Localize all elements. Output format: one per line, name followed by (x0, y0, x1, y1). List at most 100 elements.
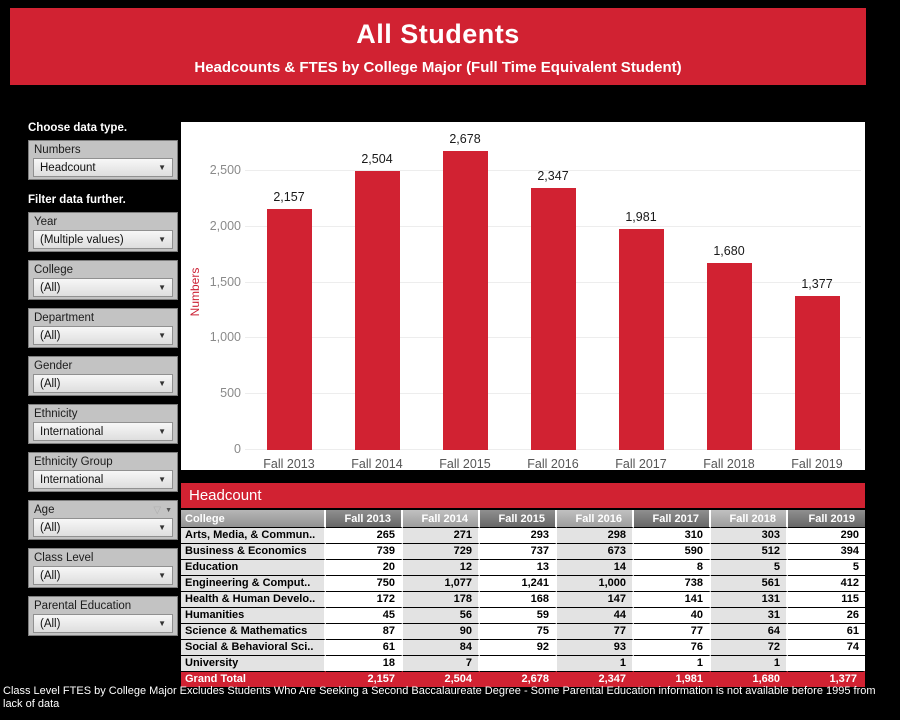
cell-humanities-fall-2017[interactable]: 40 (634, 607, 711, 623)
column-header-fall-2014[interactable]: Fall 2014 (403, 510, 480, 527)
cell-arts-media-commun-fall-2014[interactable]: 271 (403, 527, 480, 543)
row-label[interactable]: Health & Human Develo.. (181, 591, 326, 607)
cell-social-behavioral-sci-fall-2015[interactable]: 92 (480, 639, 557, 655)
filter-select-class-level[interactable]: (All) ▼ (33, 566, 173, 585)
cell-engineering-comput-fall-2018[interactable]: 561 (711, 575, 788, 591)
grand-total-fall-2015[interactable]: 2,678 (480, 671, 557, 687)
cell-arts-media-commun-fall-2017[interactable]: 310 (634, 527, 711, 543)
cell-university-fall-2015[interactable] (480, 655, 557, 671)
cell-university-fall-2017[interactable]: 1 (634, 655, 711, 671)
cell-education-fall-2016[interactable]: 14 (557, 559, 634, 575)
cell-humanities-fall-2015[interactable]: 59 (480, 607, 557, 623)
cell-university-fall-2014[interactable]: 7 (403, 655, 480, 671)
column-header-college[interactable]: College (181, 510, 326, 527)
row-label[interactable]: Business & Economics (181, 543, 326, 559)
grand-total-fall-2018[interactable]: 1,680 (711, 671, 788, 687)
row-label[interactable]: Humanities (181, 607, 326, 623)
filter-select-department[interactable]: (All) ▼ (33, 326, 173, 345)
cell-university-fall-2016[interactable]: 1 (557, 655, 634, 671)
cell-health-human-develo-fall-2019[interactable]: 115 (788, 591, 865, 607)
row-label[interactable]: Science & Mathematics (181, 623, 326, 639)
cell-humanities-fall-2019[interactable]: 26 (788, 607, 865, 623)
cell-social-behavioral-sci-fall-2018[interactable]: 72 (711, 639, 788, 655)
row-label[interactable]: Arts, Media, & Commun.. (181, 527, 326, 543)
cell-university-fall-2013[interactable]: 18 (326, 655, 403, 671)
grand-total-fall-2019[interactable]: 1,377 (788, 671, 865, 687)
filter-select-gender[interactable]: (All) ▼ (33, 374, 173, 393)
cell-science-mathematics-fall-2017[interactable]: 77 (634, 623, 711, 639)
bar-fall-2019[interactable] (794, 296, 840, 450)
cell-arts-media-commun-fall-2013[interactable]: 265 (326, 527, 403, 543)
bar-fall-2014[interactable] (354, 170, 400, 450)
cell-health-human-develo-fall-2016[interactable]: 147 (557, 591, 634, 607)
filter-select-college[interactable]: (All) ▼ (33, 278, 173, 297)
filter-select-numbers[interactable]: Headcount ▼ (33, 158, 173, 177)
filter-select-ethnicity[interactable]: International ▼ (33, 422, 173, 441)
bar-fall-2015[interactable] (442, 151, 488, 450)
cell-social-behavioral-sci-fall-2017[interactable]: 76 (634, 639, 711, 655)
cell-arts-media-commun-fall-2015[interactable]: 293 (480, 527, 557, 543)
grand-total-fall-2017[interactable]: 1,981 (634, 671, 711, 687)
cell-science-mathematics-fall-2013[interactable]: 87 (326, 623, 403, 639)
cell-science-mathematics-fall-2016[interactable]: 77 (557, 623, 634, 639)
row-label[interactable]: Engineering & Comput.. (181, 575, 326, 591)
cell-science-mathematics-fall-2015[interactable]: 75 (480, 623, 557, 639)
cell-arts-media-commun-fall-2019[interactable]: 290 (788, 527, 865, 543)
cell-health-human-develo-fall-2015[interactable]: 168 (480, 591, 557, 607)
cell-business-economics-fall-2014[interactable]: 729 (403, 543, 480, 559)
row-label[interactable]: Education (181, 559, 326, 575)
cell-business-economics-fall-2013[interactable]: 739 (326, 543, 403, 559)
cell-humanities-fall-2018[interactable]: 31 (711, 607, 788, 623)
funnel-icon[interactable]: ▽ (153, 504, 162, 516)
bar-fall-2017[interactable] (618, 228, 664, 450)
grand-total-fall-2014[interactable]: 2,504 (403, 671, 480, 687)
cell-humanities-fall-2016[interactable]: 44 (557, 607, 634, 623)
column-header-fall-2019[interactable]: Fall 2019 (788, 510, 865, 527)
bar-fall-2013[interactable] (266, 209, 312, 450)
cell-science-mathematics-fall-2014[interactable]: 90 (403, 623, 480, 639)
cell-social-behavioral-sci-fall-2014[interactable]: 84 (403, 639, 480, 655)
cell-social-behavioral-sci-fall-2016[interactable]: 93 (557, 639, 634, 655)
cell-health-human-develo-fall-2014[interactable]: 178 (403, 591, 480, 607)
cell-health-human-develo-fall-2018[interactable]: 131 (711, 591, 788, 607)
cell-engineering-comput-fall-2017[interactable]: 738 (634, 575, 711, 591)
cell-arts-media-commun-fall-2016[interactable]: 298 (557, 527, 634, 543)
cell-business-economics-fall-2017[interactable]: 590 (634, 543, 711, 559)
row-label[interactable]: University (181, 655, 326, 671)
bar-fall-2016[interactable] (530, 188, 576, 450)
column-header-fall-2016[interactable]: Fall 2016 (557, 510, 634, 527)
chevron-down-icon[interactable]: ▼ (165, 506, 172, 514)
column-header-fall-2015[interactable]: Fall 2015 (480, 510, 557, 527)
filter-select-ethnicity-group[interactable]: International ▼ (33, 470, 173, 489)
filter-select-age[interactable]: (All) ▼ (33, 518, 173, 537)
cell-education-fall-2019[interactable]: 5 (788, 559, 865, 575)
column-header-fall-2018[interactable]: Fall 2018 (711, 510, 788, 527)
cell-business-economics-fall-2019[interactable]: 394 (788, 543, 865, 559)
cell-education-fall-2015[interactable]: 13 (480, 559, 557, 575)
cell-engineering-comput-fall-2019[interactable]: 412 (788, 575, 865, 591)
grand-total-fall-2016[interactable]: 2,347 (557, 671, 634, 687)
cell-engineering-comput-fall-2016[interactable]: 1,000 (557, 575, 634, 591)
cell-business-economics-fall-2016[interactable]: 673 (557, 543, 634, 559)
cell-humanities-fall-2014[interactable]: 56 (403, 607, 480, 623)
cell-university-fall-2019[interactable] (788, 655, 865, 671)
filter-select-parental-education[interactable]: (All) ▼ (33, 614, 173, 633)
cell-engineering-comput-fall-2015[interactable]: 1,241 (480, 575, 557, 591)
cell-business-economics-fall-2015[interactable]: 737 (480, 543, 557, 559)
cell-social-behavioral-sci-fall-2013[interactable]: 61 (326, 639, 403, 655)
row-label[interactable]: Social & Behavioral Sci.. (181, 639, 326, 655)
cell-education-fall-2013[interactable]: 20 (326, 559, 403, 575)
bar-fall-2018[interactable] (706, 262, 752, 450)
cell-health-human-develo-fall-2017[interactable]: 141 (634, 591, 711, 607)
grand-total-fall-2013[interactable]: 2,157 (326, 671, 403, 687)
cell-education-fall-2017[interactable]: 8 (634, 559, 711, 575)
filter-select-year[interactable]: (Multiple values) ▼ (33, 230, 173, 249)
column-header-fall-2017[interactable]: Fall 2017 (634, 510, 711, 527)
column-header-fall-2013[interactable]: Fall 2013 (326, 510, 403, 527)
cell-university-fall-2018[interactable]: 1 (711, 655, 788, 671)
cell-engineering-comput-fall-2013[interactable]: 750 (326, 575, 403, 591)
cell-science-mathematics-fall-2019[interactable]: 61 (788, 623, 865, 639)
cell-education-fall-2018[interactable]: 5 (711, 559, 788, 575)
cell-engineering-comput-fall-2014[interactable]: 1,077 (403, 575, 480, 591)
cell-humanities-fall-2013[interactable]: 45 (326, 607, 403, 623)
